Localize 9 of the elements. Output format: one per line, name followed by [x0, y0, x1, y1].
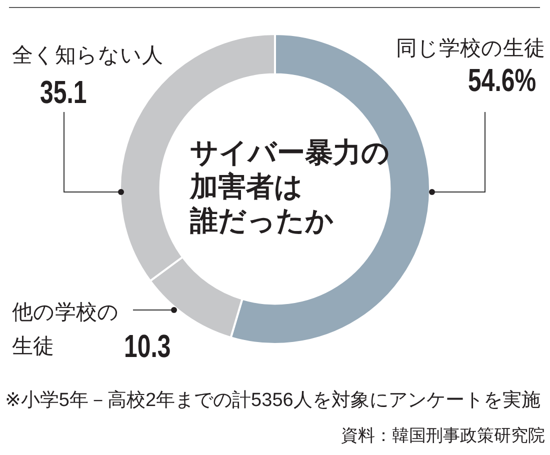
slice-label: 全く知らない人: [12, 44, 163, 67]
data-label: 35.1: [40, 74, 87, 110]
data-label: 54.6%: [468, 62, 536, 98]
text: 資料：韓国刑事政策研究院: [341, 425, 545, 447]
slice-label: 同じ学校の生徒: [396, 37, 545, 60]
data-label: 10.3: [124, 328, 171, 364]
text: サイバー暴力の加害者は誰だったか: [190, 137, 390, 236]
slice-label: 他の学校の生徒: [12, 301, 119, 358]
text: ※小学5年－高校2年までの計5356人を対象にアンケートを実施: [5, 389, 540, 413]
